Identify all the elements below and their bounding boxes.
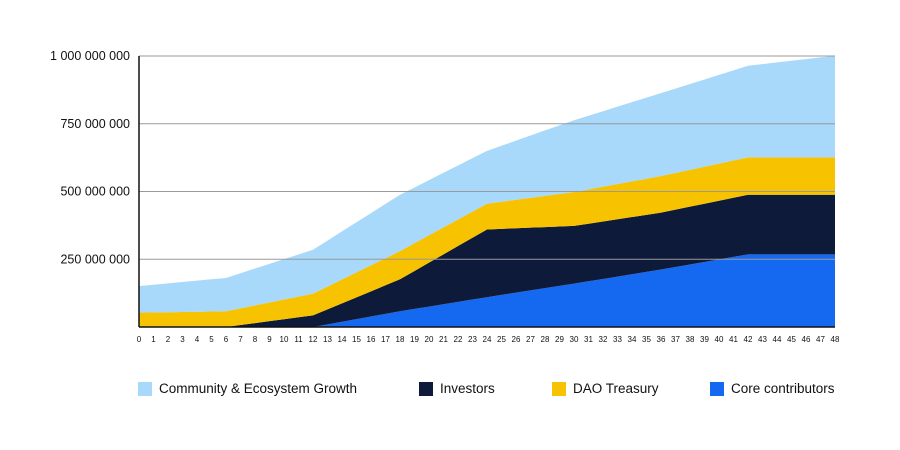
y-tick-label: 250 000 000 (60, 252, 130, 266)
area-investors (139, 194, 835, 327)
x-tick-label: 40 (715, 335, 724, 344)
legend-label-investors: Investors (440, 381, 495, 396)
legend-swatch-dao-treasury (552, 381, 566, 396)
x-tick-label: 9 (267, 335, 272, 344)
legend-label-community: Community & Ecosystem Growth (159, 381, 358, 396)
x-tick-label: 25 (497, 335, 506, 344)
x-tick-label: 22 (454, 335, 463, 344)
x-tick-label: 35 (642, 335, 651, 344)
x-tick-label: 4 (195, 335, 200, 344)
x-tick-label: 13 (323, 335, 332, 344)
x-tick-label: 11 (294, 335, 303, 344)
y-tick-label: 750 000 000 (60, 117, 130, 131)
x-tick-label: 5 (209, 335, 214, 344)
x-tick-label: 6 (224, 335, 229, 344)
legend-item-community: Community & Ecosystem Growth (138, 381, 357, 396)
x-tick-label: 23 (468, 335, 477, 344)
x-tick-label: 36 (657, 335, 666, 344)
legend-swatch-investors (419, 381, 433, 396)
x-tick-label: 19 (410, 335, 419, 344)
legend-item-investors: Investors (419, 381, 495, 396)
x-tick-label: 29 (555, 335, 564, 344)
x-tick-label: 41 (729, 335, 738, 344)
x-tick-label: 26 (512, 335, 521, 344)
x-tick-label: 18 (396, 335, 405, 344)
x-tick-label: 8 (253, 335, 258, 344)
y-tick-label: 1 000 000 000 (50, 49, 130, 63)
x-tick-label: 31 (584, 335, 593, 344)
x-tick-label: 28 (541, 335, 550, 344)
x-tick-label: 33 (613, 335, 622, 344)
legend-label-core-contributors: Core contributors (731, 381, 835, 396)
x-tick-label: 37 (671, 335, 680, 344)
x-tick-label: 10 (280, 335, 289, 344)
x-tick-label: 27 (526, 335, 535, 344)
x-tick-label: 21 (439, 335, 448, 344)
x-tick-label: 43 (758, 335, 767, 344)
legend: Community & Ecosystem Growth Investors D… (138, 381, 858, 401)
legend-item-core-contributors: Core contributors (710, 381, 835, 396)
x-tick-label: 44 (773, 335, 782, 344)
x-tick-label: 30 (570, 335, 579, 344)
x-tick-label: 38 (686, 335, 695, 344)
x-tick-label: 46 (802, 335, 811, 344)
x-tick-label: 14 (338, 335, 347, 344)
x-tick-label: 7 (238, 335, 243, 344)
x-tick-label: 39 (700, 335, 709, 344)
x-tick-label: 2 (166, 335, 171, 344)
x-tick-label: 48 (831, 335, 840, 344)
area-core-contributors (139, 254, 835, 327)
x-tick-label: 17 (381, 335, 390, 344)
x-tick-label: 1 (151, 335, 156, 344)
area-dao-treasury (139, 157, 835, 327)
x-tick-label: 32 (599, 335, 608, 344)
x-tick-label: 12 (309, 335, 318, 344)
x-tick-label: 16 (367, 335, 376, 344)
legend-item-dao-treasury: DAO Treasury (552, 381, 659, 396)
area-community-ecosystem-growth (139, 55, 835, 313)
legend-swatch-core-contributors (710, 381, 724, 396)
x-tick-label: 15 (352, 335, 361, 344)
legend-swatch-community (138, 381, 152, 396)
x-tick-label: 3 (180, 335, 185, 344)
x-tick-label: 0 (137, 335, 142, 344)
x-tick-label: 42 (744, 335, 753, 344)
y-tick-label: 500 000 000 (60, 185, 130, 199)
legend-label-dao-treasury: DAO Treasury (573, 381, 659, 396)
x-tick-label: 45 (787, 335, 796, 344)
x-tick-label: 47 (816, 335, 825, 344)
x-tick-label: 24 (483, 335, 492, 344)
x-tick-label: 34 (628, 335, 637, 344)
x-tick-label: 20 (425, 335, 434, 344)
